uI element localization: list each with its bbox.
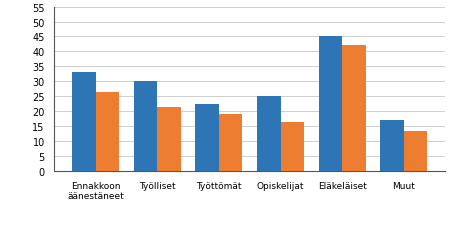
Bar — [257, 97, 281, 171]
Bar — [134, 82, 157, 171]
Bar — [342, 46, 365, 171]
Bar — [72, 73, 96, 171]
Bar — [404, 131, 427, 171]
Bar — [196, 104, 219, 171]
Bar — [157, 107, 181, 171]
Bar — [96, 92, 119, 171]
Bar — [380, 121, 404, 171]
Bar — [219, 115, 242, 171]
Bar — [319, 37, 342, 171]
Bar — [281, 122, 304, 171]
